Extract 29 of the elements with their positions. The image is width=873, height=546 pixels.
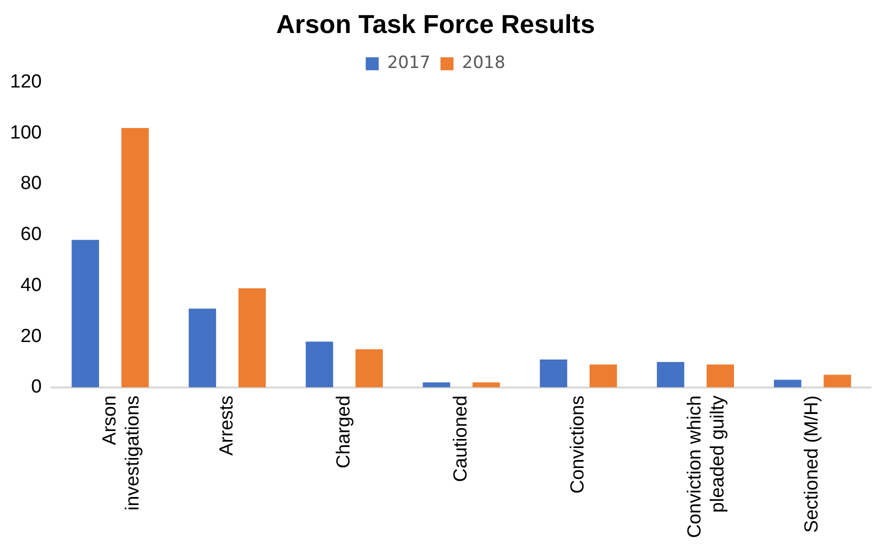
y-tick-label: 40: [20, 274, 42, 296]
bar: [188, 308, 216, 388]
x-tick-label: Sectioned (M/H): [802, 395, 823, 533]
x-tick-label: Convictions: [568, 395, 589, 494]
y-tick-label: 80: [20, 173, 42, 194]
bar: [706, 364, 734, 388]
bar: [540, 359, 568, 388]
x-tick-label: Arson investigations: [99, 395, 144, 511]
bar: [356, 349, 383, 388]
chart-title: Arson Task Force Results: [276, 8, 595, 39]
bar: [238, 288, 266, 388]
legend-label: 2018: [462, 53, 506, 74]
bar: [121, 128, 149, 388]
legend-label: 2017: [387, 53, 430, 74]
y-tick-label: 120: [10, 71, 42, 92]
y-tick-label: 100: [10, 122, 42, 144]
x-tick-label: Arrests: [216, 395, 238, 456]
bar: [590, 364, 617, 388]
y-tick-label: 20: [20, 326, 42, 347]
bar: [774, 380, 802, 388]
bar: [824, 374, 852, 388]
y-tick-label: 0: [31, 376, 42, 398]
x-tick-label: Charged: [334, 395, 355, 468]
x-tick-label: Conviction which pleaded guilty: [684, 394, 728, 538]
bar: [306, 342, 334, 388]
y-tick-label: 60: [20, 224, 42, 246]
bar: [72, 240, 100, 388]
x-tick-label: Cautioned: [450, 395, 472, 482]
bar: [656, 362, 684, 388]
